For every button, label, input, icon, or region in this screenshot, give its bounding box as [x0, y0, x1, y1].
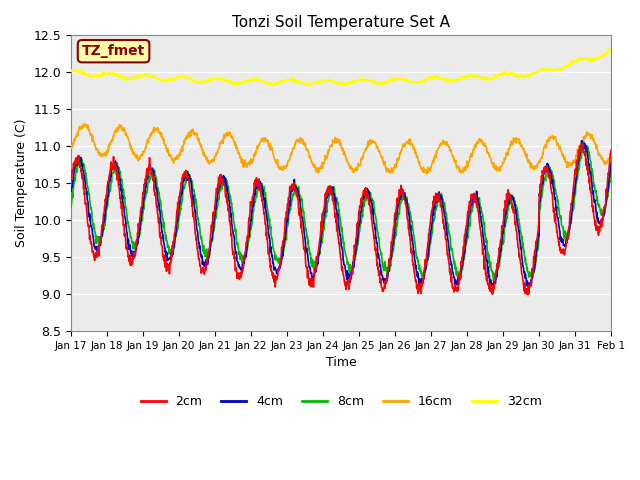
2cm	[543, 164, 551, 169]
32cm	[607, 48, 615, 54]
Line: 32cm: 32cm	[71, 49, 611, 86]
16cm	[81, 121, 88, 127]
4cm	[607, 161, 615, 167]
2cm	[425, 231, 433, 237]
2cm	[248, 203, 255, 208]
Y-axis label: Soil Temperature (C): Soil Temperature (C)	[15, 119, 28, 247]
8cm	[580, 139, 588, 145]
4cm	[67, 188, 75, 194]
Line: 4cm: 4cm	[71, 141, 611, 288]
32cm	[607, 46, 614, 52]
4cm	[495, 257, 503, 263]
8cm	[67, 204, 75, 210]
16cm	[67, 145, 75, 151]
32cm	[303, 83, 311, 89]
8cm	[188, 177, 195, 183]
2cm	[174, 209, 182, 215]
8cm	[248, 223, 255, 229]
Title: Tonzi Soil Temperature Set A: Tonzi Soil Temperature Set A	[232, 15, 450, 30]
8cm	[174, 225, 182, 231]
8cm	[496, 263, 504, 269]
32cm	[496, 72, 504, 78]
8cm	[425, 254, 433, 260]
32cm	[248, 77, 255, 83]
Legend: 2cm, 4cm, 8cm, 16cm, 32cm: 2cm, 4cm, 8cm, 16cm, 32cm	[136, 390, 547, 413]
X-axis label: Time: Time	[326, 356, 356, 369]
32cm	[543, 66, 551, 72]
4cm	[425, 246, 433, 252]
16cm	[248, 160, 256, 166]
2cm	[188, 195, 195, 201]
2cm	[524, 292, 531, 298]
32cm	[188, 75, 195, 81]
4cm	[543, 161, 551, 167]
Line: 2cm: 2cm	[71, 144, 611, 295]
16cm	[426, 166, 433, 171]
32cm	[425, 77, 433, 83]
4cm	[174, 211, 182, 217]
4cm	[188, 180, 195, 185]
Line: 8cm: 8cm	[71, 142, 611, 280]
16cm	[607, 152, 615, 158]
2cm	[495, 245, 503, 251]
Text: TZ_fmet: TZ_fmet	[82, 44, 145, 58]
16cm	[496, 167, 504, 172]
2cm	[579, 141, 587, 146]
8cm	[490, 277, 497, 283]
16cm	[423, 171, 431, 177]
8cm	[543, 167, 551, 173]
2cm	[67, 178, 75, 184]
2cm	[607, 148, 615, 154]
32cm	[174, 75, 182, 81]
8cm	[607, 170, 615, 176]
32cm	[67, 68, 75, 73]
16cm	[544, 140, 552, 145]
16cm	[188, 128, 195, 134]
4cm	[248, 208, 255, 214]
4cm	[578, 138, 586, 144]
16cm	[175, 154, 182, 159]
Line: 16cm: 16cm	[71, 124, 611, 174]
4cm	[525, 285, 532, 291]
